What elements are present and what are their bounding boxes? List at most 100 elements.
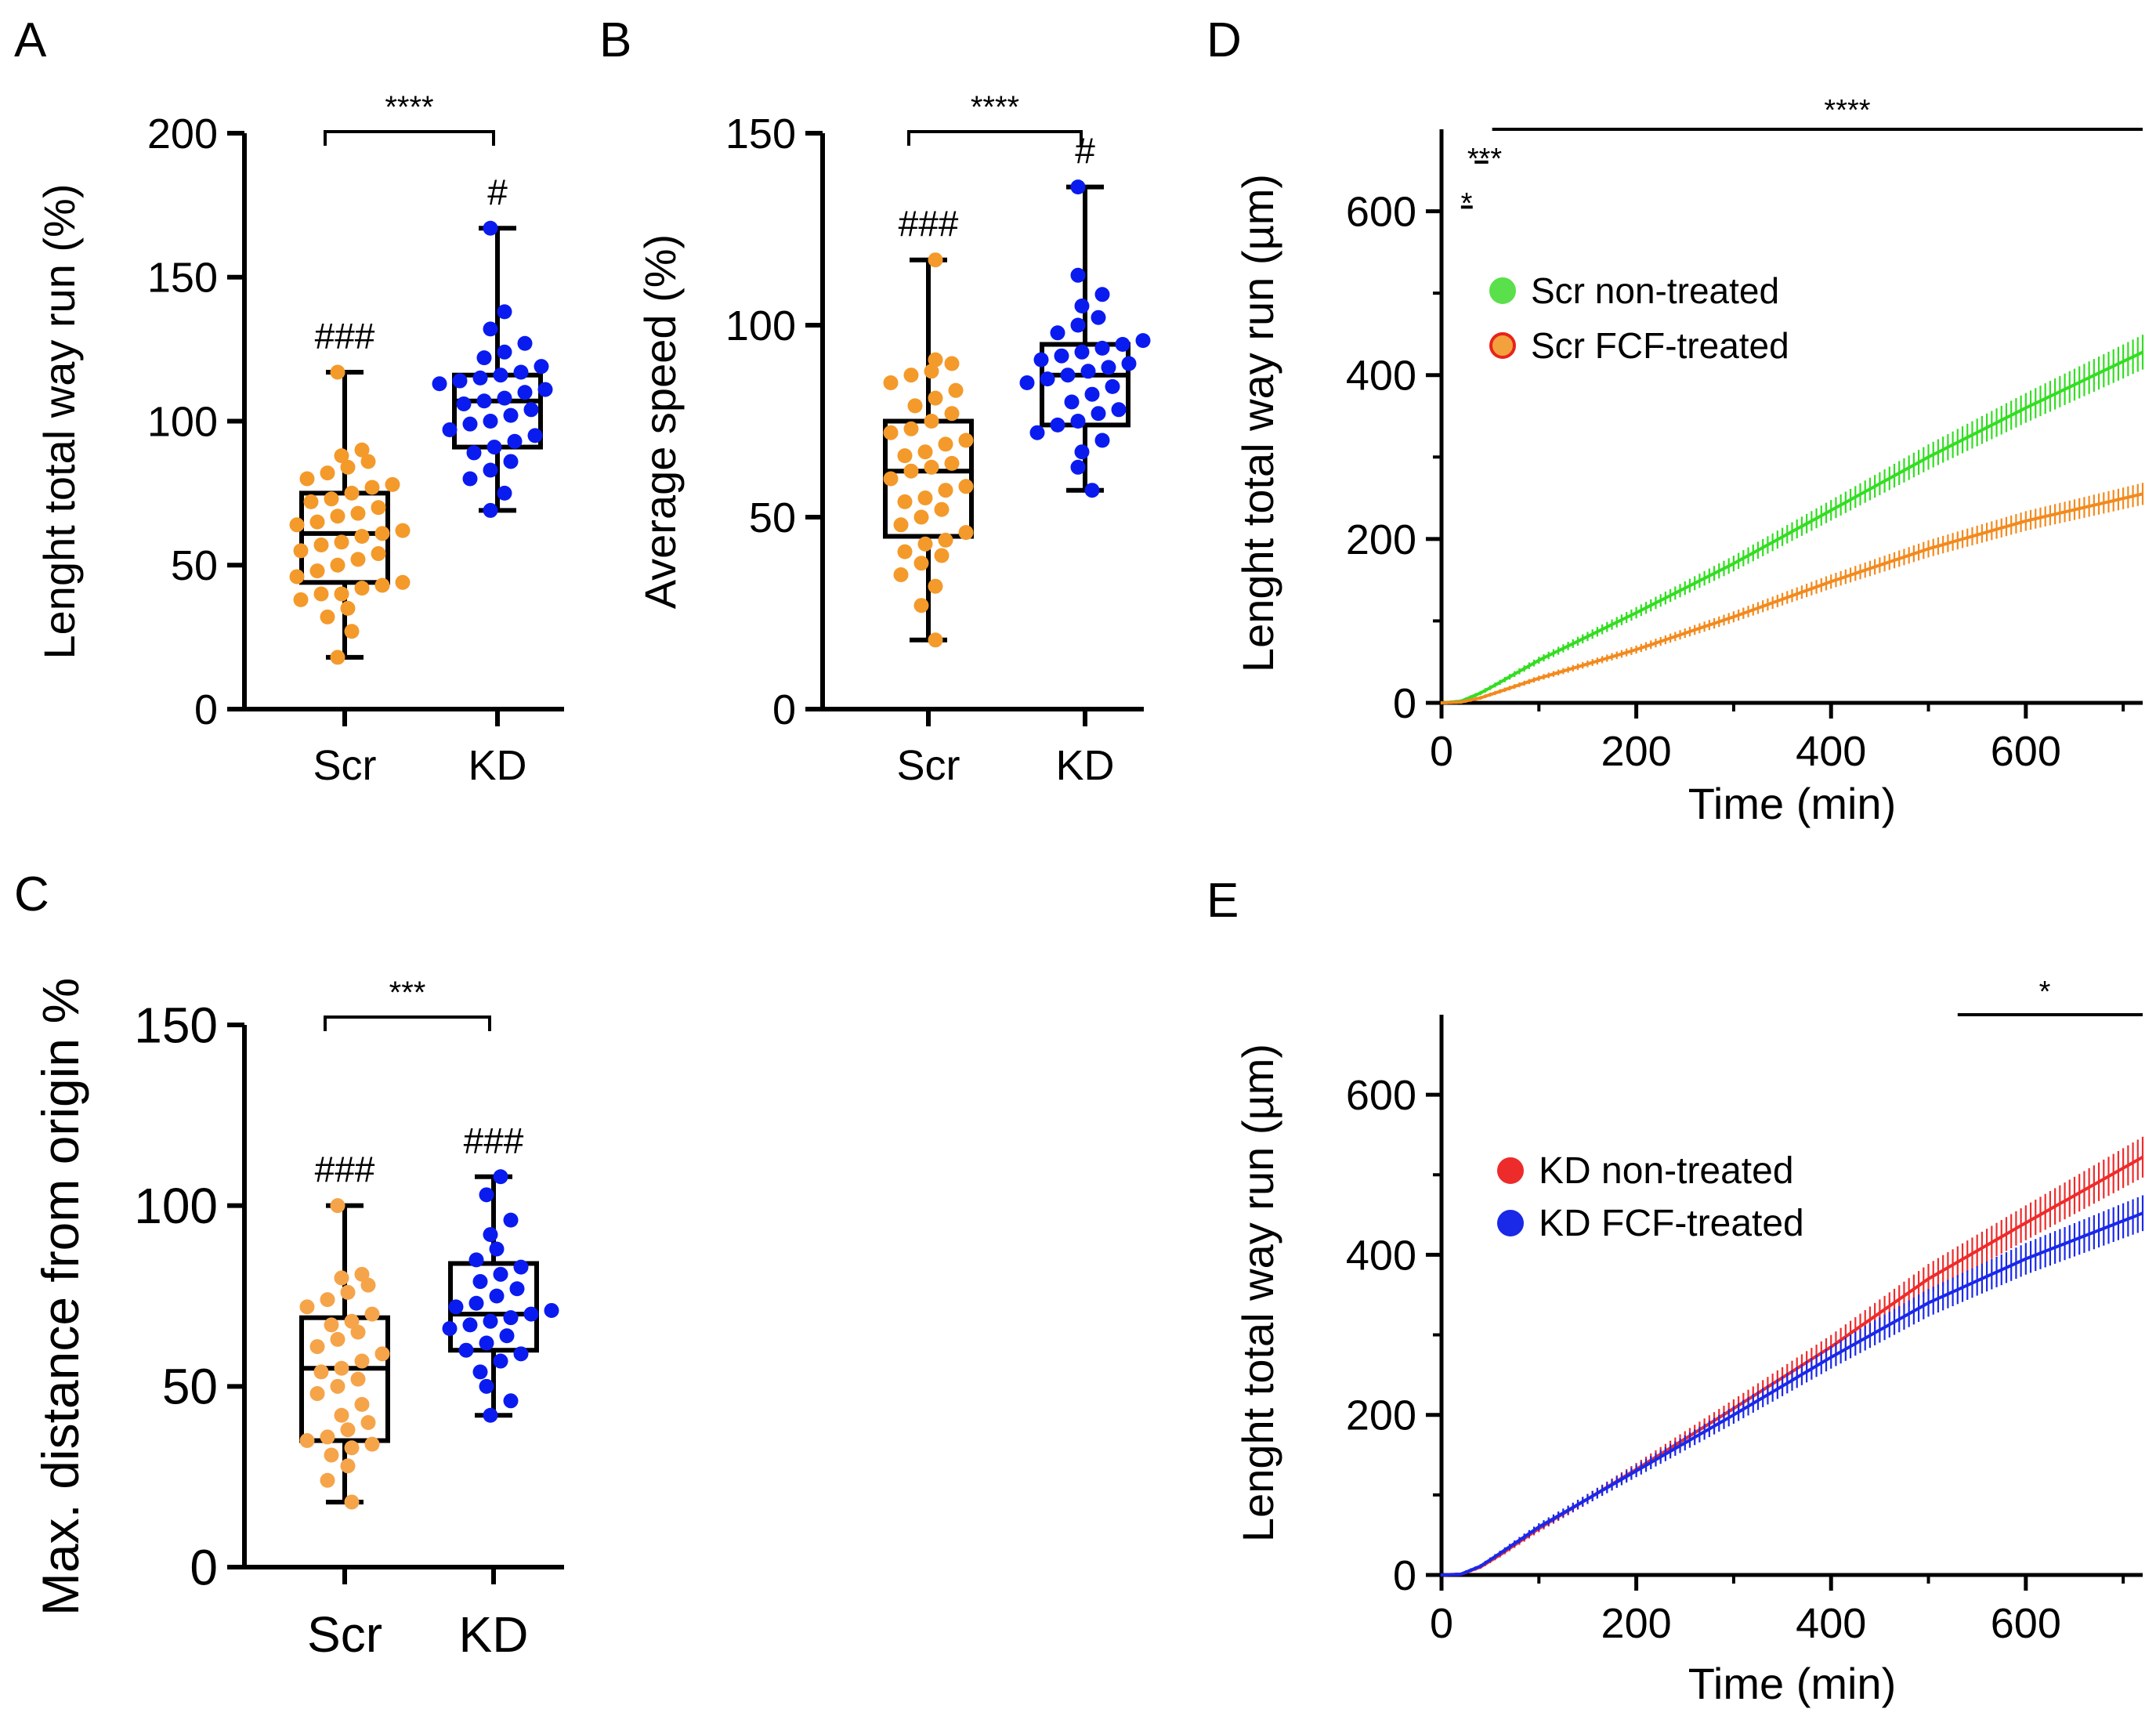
panel-a-scr-annotation: ### (315, 316, 375, 357)
panel-c-scr-data-point (309, 1386, 325, 1402)
panel-label-b: B (599, 13, 631, 67)
panel-c-scr-data-point (350, 1371, 366, 1387)
panel-e-x-axis-label: Time (min) (1688, 1659, 1896, 1708)
panel-c-category-label: Scr (307, 1606, 382, 1663)
panel-a-kd-data-point (497, 485, 512, 501)
panel-a-kd-data-point (476, 350, 492, 366)
panel-d-significance-label: *** (1467, 143, 1503, 176)
panel-e-series-2-error-bars (1440, 1195, 2144, 1577)
panel-d-significance-label: * (1461, 187, 1473, 220)
panel-a-scr-data-point (330, 557, 345, 573)
panel-a-kd-data-point (462, 471, 478, 487)
panel-c-scr-data-point (344, 1313, 360, 1329)
panel-b-scr-data-point (944, 455, 960, 471)
panel-a-scr-data-point (293, 543, 309, 559)
panel-e-series-2-legend-marker (1497, 1210, 1524, 1236)
panel-b-scr-data-point (897, 448, 913, 464)
panel-a-scr-data-point (340, 459, 356, 475)
panel-c-scr-data-point (324, 1447, 339, 1463)
panel-b-scr-data-point (917, 444, 933, 460)
panel-label-a: A (14, 13, 47, 67)
panel-a-category-label: KD (468, 742, 526, 789)
panel-d-y-tick-label: 600 (1346, 188, 1416, 235)
panel-c-kd-data-point (483, 1407, 498, 1423)
panel-c-scr-data-point (344, 1494, 360, 1510)
panel-c-scr-data-point (340, 1284, 356, 1300)
panel-a-scr-data-point (371, 546, 386, 562)
panel-c-significance-label: *** (389, 976, 426, 1010)
panel-e-y-tick-label: 600 (1346, 1072, 1416, 1119)
panel-b-kd-data-point (1084, 483, 1100, 498)
panel-c-kd-data-point (479, 1187, 494, 1203)
panel-c-kd-data-point (493, 1353, 508, 1369)
panel-b-kd-data-point (1060, 367, 1076, 383)
panel-a-scr-data-point (334, 586, 349, 602)
panel-b-kd-data-point (1091, 406, 1106, 422)
panel-b-scr-data-point (928, 352, 943, 367)
panel-c-scr-data-point (309, 1339, 325, 1355)
panel-b-y-axis-label: Average speed (%) (635, 234, 685, 609)
panel-b-scr-data-point (944, 356, 960, 371)
panel-c-scr-annotation: ### (315, 1149, 375, 1190)
panel-b-scr-data-point (883, 471, 899, 487)
panel-a-scr-data-point (354, 442, 370, 458)
panel-a-scr-data-point (354, 581, 370, 596)
panel-label-d: D (1206, 13, 1242, 67)
panel-b-kd-data-point (1064, 394, 1080, 410)
panel-b-scr-data-point (893, 517, 909, 533)
panel-d-series-2-legend-marker (1489, 332, 1516, 359)
panel-b-scr-data-point (928, 390, 943, 406)
panel-b-scr-data-point (938, 532, 953, 548)
panel-b-scr-data-point (924, 364, 939, 379)
panel-b-kd-data-point (1054, 348, 1069, 364)
panel-a-scr-data-point (289, 517, 305, 533)
panel-a-y-axis-label: Lenght total way run (%) (34, 184, 84, 660)
panel-c-kd-data-point (448, 1299, 464, 1315)
panel-a-kd-data-point (517, 385, 533, 400)
panel-c-scr-data-point (344, 1440, 360, 1456)
panel-b-kd-annotation: # (1075, 131, 1095, 172)
panel-a-scr-data-point (354, 529, 370, 544)
panel-e-series-2-line (1441, 1211, 2143, 1577)
panel-a-scr-data-point (344, 485, 360, 501)
panel-d-y-tick-label: 0 (1393, 680, 1416, 727)
panel-a-kd-data-point (483, 321, 498, 337)
panel-c-kd-data-point (493, 1169, 508, 1185)
panel-c-scr-data-point (334, 1407, 349, 1423)
panel-a-y-tick-label: 100 (147, 398, 218, 445)
panel-b-kd-data-point (1105, 378, 1120, 394)
panel-a-kd-data-point (537, 382, 553, 397)
panel-b-category-label: KD (1055, 742, 1114, 789)
panel-b-scr-data-point (958, 525, 974, 541)
panel-b-kd-data-point (1070, 317, 1086, 333)
panel-a-scr-data-point (371, 500, 386, 516)
panel-a-y-tick-label: 200 (147, 110, 218, 157)
panel-d-series-1-legend-label: Scr non-treated (1531, 270, 1779, 311)
panel-a-scr-data-point (340, 600, 356, 616)
panel-c-kd-data-point (462, 1317, 478, 1333)
panel-c-significance-bracket (324, 1015, 491, 1031)
panel-b-category-label: Scr (897, 742, 960, 789)
panel-d-y-tick-label: 200 (1346, 516, 1416, 563)
panel-a-significance-label: **** (385, 90, 433, 125)
panel-b-kd-data-point (1070, 267, 1086, 283)
panel-b-scr-data-point (934, 548, 950, 563)
panel-b-scr-data-point (958, 479, 974, 494)
panel-a-scr-data-point (360, 454, 376, 469)
panel-a-scr-data-point (330, 650, 345, 665)
panel-b-kd-data-point (1070, 414, 1086, 429)
panel-c-y-tick-label: 150 (134, 997, 218, 1053)
panel-c-kd-data-point (523, 1306, 539, 1322)
panel-b-kd-data-point (1040, 371, 1055, 387)
panel-c-scr-data-point (330, 1198, 345, 1214)
panel-a-kd-annotation: # (487, 172, 508, 212)
panel-c-scr-box (299, 1315, 390, 1443)
panel-b-kd-data-point (1050, 325, 1065, 341)
panel-b-scr-data-point (893, 567, 909, 582)
panel-b-scr-data-point (938, 483, 953, 498)
panel-d-series-2-legend-label: Scr FCF-treated (1531, 325, 1789, 366)
panel-b-scr-data-point (928, 252, 943, 268)
panel-c-scr-data-point (354, 1266, 370, 1282)
